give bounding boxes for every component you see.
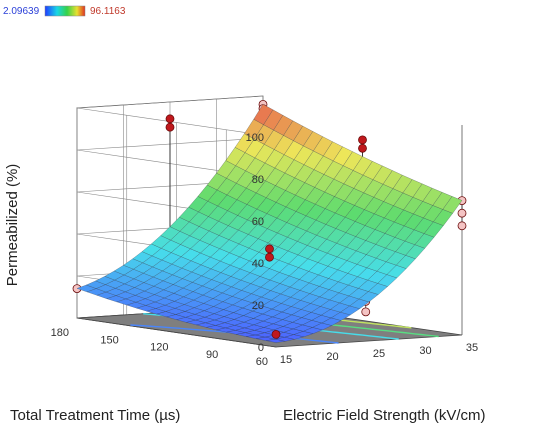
x-tick-label: 15 xyxy=(280,354,292,366)
surface-cell xyxy=(442,196,463,214)
design-point xyxy=(165,122,175,132)
z-tick-label: 60 xyxy=(252,216,264,228)
x-tick-label: 20 xyxy=(326,351,338,363)
x-axis-title: Electric Field Strength (kV/cm) xyxy=(283,407,486,424)
design-point xyxy=(265,244,274,254)
z-tick-label: 80 xyxy=(252,174,264,186)
tick-labels: 0 20 40 60 80 100 60 90 120 150 180 15 20 25 30 35 xyxy=(51,132,478,368)
response-surface xyxy=(76,103,463,343)
legend-min-label: 2.09639 xyxy=(3,6,40,17)
z-tick-label: 20 xyxy=(252,300,264,312)
legend-colorbar xyxy=(44,5,86,17)
z-tick-label: 0 xyxy=(258,342,264,354)
x-tick-label: 25 xyxy=(373,348,385,360)
design-point xyxy=(358,143,367,153)
design-points-above xyxy=(165,114,367,339)
design-point xyxy=(358,135,367,145)
design-point xyxy=(457,208,467,218)
design-point xyxy=(271,329,281,339)
design-point xyxy=(165,114,175,124)
x-tick-label: 30 xyxy=(419,345,431,357)
y-axis-title: Total Treatment Time (µs) xyxy=(10,407,180,424)
z-tick-label: 40 xyxy=(252,258,264,270)
x-tick-label: 35 xyxy=(466,342,478,354)
y-tick-label: 120 xyxy=(150,342,168,354)
y-tick-label: 90 xyxy=(206,349,218,361)
design-point xyxy=(265,252,274,262)
z-axis-title: Permeabilized (%) xyxy=(4,164,21,287)
legend-max-label: 96.1163 xyxy=(90,6,126,17)
y-tick-label: 180 xyxy=(51,327,69,339)
y-tick-label: 150 xyxy=(100,334,118,346)
design-point xyxy=(361,307,371,317)
y-tick-label: 60 xyxy=(256,356,268,368)
z-tick-label: 100 xyxy=(246,132,264,144)
design-point xyxy=(457,221,467,231)
